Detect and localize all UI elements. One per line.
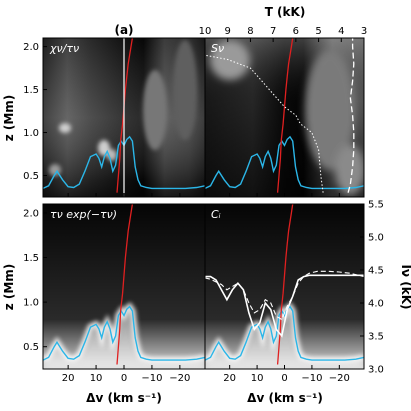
tau-unity-line-tr: [205, 135, 364, 190]
y-tick-label-bl-0: 0.5: [23, 342, 39, 353]
tau-unity-line-tl: [43, 135, 205, 190]
panel-top-right-blobs: [210, 40, 364, 195]
right-tick-label-4: 5.0: [368, 233, 384, 244]
planck-line: [347, 38, 355, 193]
chart-marks: [43, 38, 364, 369]
y-tick-label-tl-2: 1.5: [23, 85, 39, 96]
x-axis-label-left: Δv (km s⁻¹): [86, 391, 162, 405]
panel-label-top-left: χν/τν: [49, 42, 79, 55]
top-tick-label-3: 7: [270, 26, 276, 37]
chart-title: (a): [114, 23, 133, 37]
top-tick-label-4: 6: [293, 26, 299, 37]
tau-unity-line-bl: [43, 305, 205, 361]
x-tick-label-bl-0: 20: [62, 373, 75, 384]
x-tick-label-bl-1: 10: [90, 373, 103, 384]
top-tick-label-7: 3: [361, 26, 367, 37]
x-tick-label-br-2: 0: [281, 373, 287, 384]
temperature-group: [205, 38, 355, 193]
panel-label-top-right: Sν: [211, 42, 224, 55]
top-tick-label-5: 5: [315, 26, 321, 37]
y-tick-label-tl-0: 0.5: [23, 171, 39, 182]
intensity-profile-dashed: [205, 270, 364, 321]
tau-unity-group-bl: [43, 301, 205, 369]
y-axis-label-bottom: z (Mm): [2, 264, 16, 311]
x-tick-label-bl-4: −20: [169, 373, 190, 384]
y-axis-label-top: z (Mm): [2, 95, 16, 142]
top-tick-label-2: 8: [247, 26, 253, 37]
right-tick-label-2: 4.0: [368, 299, 384, 310]
x-tick-label-br-0: 20: [223, 373, 236, 384]
tau-unity-line-br: [205, 305, 364, 361]
right-tick-label-1: 3.5: [368, 332, 384, 343]
y-tick-label-tl-1: 1.0: [23, 128, 39, 139]
x-tick-label-bl-2: 0: [121, 373, 127, 384]
right-y-axis-label: Iν (kK): [399, 264, 411, 309]
velocity-group-br: [276, 204, 294, 365]
velocity-group-tr: [276, 38, 294, 193]
velocity-line-bl: [116, 204, 134, 365]
contribution-glow-br: [205, 306, 364, 369]
x-tick-label-bl-3: −10: [141, 373, 162, 384]
top-tick-label-6: 4: [338, 26, 344, 37]
y-tick-label-bl-1: 1.0: [23, 298, 39, 309]
source-function-line: [205, 54, 324, 193]
top-x-axis-label: T (kK): [265, 5, 306, 19]
x-tick-label-br-1: 10: [251, 373, 264, 384]
velocity-group-tl: [116, 38, 134, 193]
tau-unity-group-tr: [205, 135, 364, 190]
y-tick-label-bl-3: 2.0: [23, 208, 39, 219]
panel-label-bottom-left: τν exp(−τν): [50, 208, 117, 221]
top-tick-label-0: 10: [199, 26, 212, 37]
x-axis-label-right: Δv (km s⁻¹): [247, 391, 323, 405]
y-tick-label-bl-2: 1.5: [23, 253, 39, 264]
panel-label-bottom-right: Cᵢ: [211, 208, 221, 221]
tau-unity-group-br: [205, 301, 364, 369]
top-tick-label-1: 9: [225, 26, 231, 37]
right-tick-label-5: 5.5: [368, 200, 384, 211]
panel-top-right: [205, 38, 364, 197]
right-tick-label-0: 3.0: [368, 365, 384, 376]
velocity-line-tl: [116, 38, 134, 193]
axis-ticks: 20 10 0 −10 −20 20 10 0 −10 −20 0.5 1.0 1.5 2.0 0.5 1.0…: [23, 26, 384, 384]
x-tick-label-br-4: −20: [329, 373, 350, 384]
contribution-glow-bl: [43, 306, 205, 369]
right-tick-label-3: 4.5: [368, 266, 384, 277]
velocity-group-bl: [116, 204, 134, 365]
intensity-profile-line: [205, 274, 364, 338]
y-tick-label-tl-3: 2.0: [23, 42, 39, 53]
velocity-line-tr: [276, 38, 294, 193]
velocity-line-br: [276, 204, 294, 365]
x-tick-label-br-3: −10: [301, 373, 322, 384]
intensity-group: [205, 270, 364, 338]
tau-unity-group-tl: [43, 135, 205, 190]
